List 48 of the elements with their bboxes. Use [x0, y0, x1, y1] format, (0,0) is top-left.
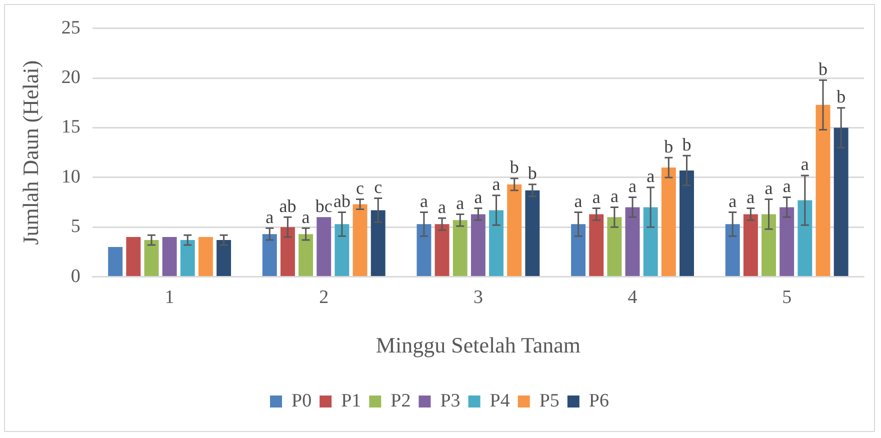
data-label: ab	[279, 196, 296, 216]
data-label: a	[782, 176, 791, 196]
data-label: a	[610, 186, 618, 206]
data-label: b	[664, 136, 674, 156]
data-label: b	[682, 134, 692, 154]
x-tick-label: 4	[628, 287, 638, 308]
legend-label: P1	[341, 390, 362, 412]
data-label: a	[266, 206, 274, 227]
y-tick-label: 0	[70, 266, 80, 287]
legend-label: P6	[588, 390, 609, 412]
legend-label: P0	[292, 390, 312, 412]
data-label: a	[574, 190, 582, 211]
data-label: a	[800, 154, 809, 174]
data-label: bc	[315, 196, 332, 216]
data-label: ab	[333, 190, 350, 211]
legend-label: P4	[490, 390, 510, 412]
data-label: a	[728, 190, 737, 211]
data-label: b	[836, 86, 846, 107]
x-tick-label: 2	[319, 287, 329, 308]
data-label: a	[492, 174, 500, 194]
y-tick-label: 20	[61, 67, 80, 88]
data-label: a	[456, 192, 464, 213]
data-label: a	[592, 186, 600, 207]
data-label: c	[356, 178, 364, 198]
data-label: a	[628, 176, 637, 196]
data-label: a	[646, 166, 655, 186]
x-axis-title: Minggu Setelah Tanam	[376, 332, 580, 358]
y-axis-title: Jumlah Daun (Helai)	[18, 60, 43, 245]
data-label: c	[374, 177, 382, 198]
legend-label: P2	[390, 390, 411, 412]
x-tick-label: 3	[473, 287, 483, 308]
y-tick-label: 15	[61, 116, 80, 138]
data-label: a	[438, 196, 446, 217]
y-tick-label: 10	[61, 166, 80, 188]
legend-label: P5	[539, 390, 560, 412]
data-label: a	[474, 186, 482, 207]
data-label: b	[818, 58, 828, 79]
y-tick-label: 25	[61, 17, 80, 38]
legend-label: P3	[440, 390, 460, 412]
x-tick-label: 5	[782, 287, 792, 308]
data-label: a	[746, 186, 755, 207]
x-tick-label: 1	[164, 287, 174, 308]
y-tick-label: 5	[70, 216, 80, 238]
data-label: b	[510, 157, 519, 178]
data-label: a	[420, 190, 428, 211]
data-label: a	[764, 178, 773, 198]
data-label: b	[528, 163, 537, 184]
data-label: a	[302, 206, 310, 227]
